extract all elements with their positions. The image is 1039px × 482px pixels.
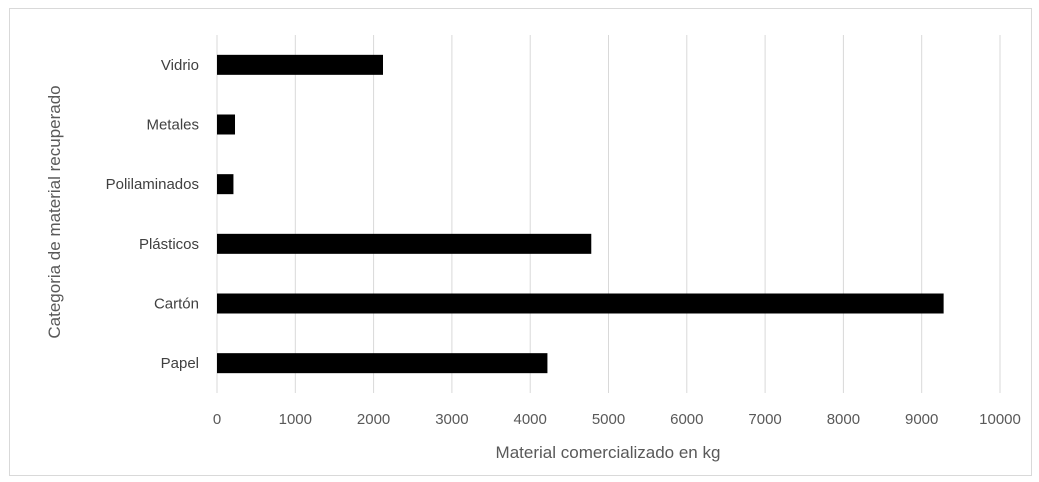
y-axis-title: Categoria de material recuperado bbox=[45, 85, 64, 338]
category-label: Polilaminados bbox=[106, 176, 199, 193]
category-label: Metales bbox=[146, 117, 199, 134]
x-tick-label: 4000 bbox=[514, 411, 547, 428]
bar-metales bbox=[217, 114, 236, 135]
bars bbox=[217, 54, 944, 374]
category-label: Papel bbox=[161, 355, 199, 372]
x-tick-label: 8000 bbox=[827, 411, 860, 428]
bar-polilaminados bbox=[217, 174, 234, 195]
category-label: Plásticos bbox=[139, 236, 199, 253]
x-tick-label: 6000 bbox=[670, 411, 703, 428]
x-tick-label: 1000 bbox=[279, 411, 312, 428]
x-tick-label: 2000 bbox=[357, 411, 390, 428]
bar-cartón bbox=[217, 293, 944, 314]
x-axis-title: Material comercializado en kg bbox=[496, 443, 721, 462]
bar-papel bbox=[217, 353, 548, 374]
category-label: Vidrio bbox=[161, 57, 199, 74]
bar-vidrio bbox=[217, 54, 383, 75]
x-tick-label: 9000 bbox=[905, 411, 938, 428]
category-label: Cartón bbox=[154, 296, 199, 313]
bar-plásticos bbox=[217, 233, 592, 254]
x-tick-labels: 0 1000 2000 3000 4000 5000 6000 7000 8000 9000 100… bbox=[213, 411, 1021, 428]
x-tick-label: 3000 bbox=[435, 411, 468, 428]
x-tick-label: 10000 bbox=[979, 411, 1021, 428]
x-tick-label: 7000 bbox=[748, 411, 781, 428]
category-labels: Papel Cartón Plásticos Polilaminados Metales… bbox=[106, 57, 199, 372]
x-tick-label: 0 bbox=[213, 411, 221, 428]
gridlines bbox=[216, 35, 1001, 393]
x-tick-label: 5000 bbox=[592, 411, 625, 428]
